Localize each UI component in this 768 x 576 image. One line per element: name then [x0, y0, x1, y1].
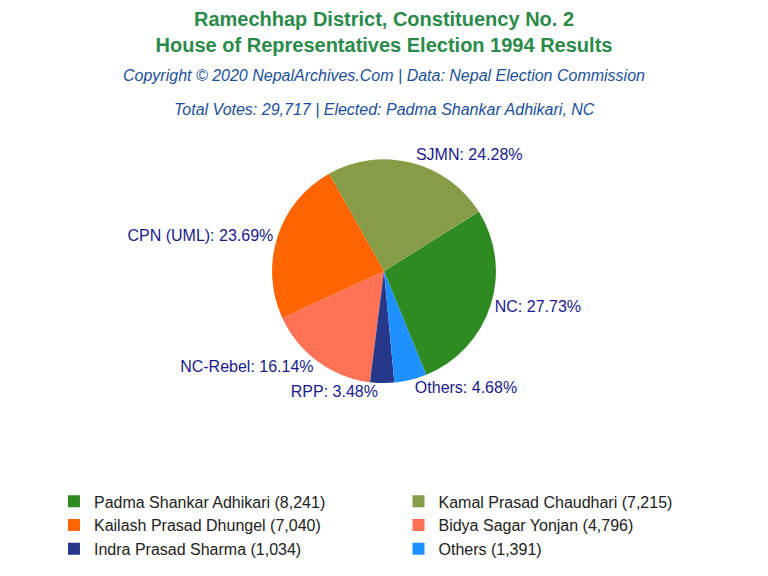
- svg-text:Bidya Sagar Yonjan (4,796): Bidya Sagar Yonjan (4,796): [438, 517, 633, 534]
- svg-text:Copyright © 2020 NepalArchives: Copyright © 2020 NepalArchives.Com | Dat…: [123, 67, 645, 84]
- svg-text:SJMN: 24.28%: SJMN: 24.28%: [416, 146, 523, 163]
- svg-text:Others: 4.68%: Others: 4.68%: [415, 379, 517, 396]
- svg-text:Kamal Prasad Chaudhari (7,215): Kamal Prasad Chaudhari (7,215): [438, 494, 672, 511]
- svg-text:RPP: 3.48%: RPP: 3.48%: [291, 383, 378, 400]
- svg-text:Total Votes: 29,717 | Elected:: Total Votes: 29,717 | Elected: Padma Sha…: [174, 101, 595, 118]
- svg-text:NC-Rebel: 16.14%: NC-Rebel: 16.14%: [180, 358, 313, 375]
- svg-text:Padma Shankar Adhikari (8,241): Padma Shankar Adhikari (8,241): [94, 494, 325, 511]
- svg-text:Indra Prasad Sharma (1,034): Indra Prasad Sharma (1,034): [94, 541, 301, 558]
- svg-text:NC: 27.73%: NC: 27.73%: [495, 298, 581, 315]
- svg-text:Others (1,391): Others (1,391): [438, 541, 541, 558]
- svg-text:Ramechhap District, Constituen: Ramechhap District, Constituency No. 2Ho…: [156, 8, 613, 56]
- svg-text:CPN (UML): 23.69%: CPN (UML): 23.69%: [127, 227, 273, 244]
- svg-text:Kailash Prasad Dhungel (7,040): Kailash Prasad Dhungel (7,040): [94, 517, 321, 534]
